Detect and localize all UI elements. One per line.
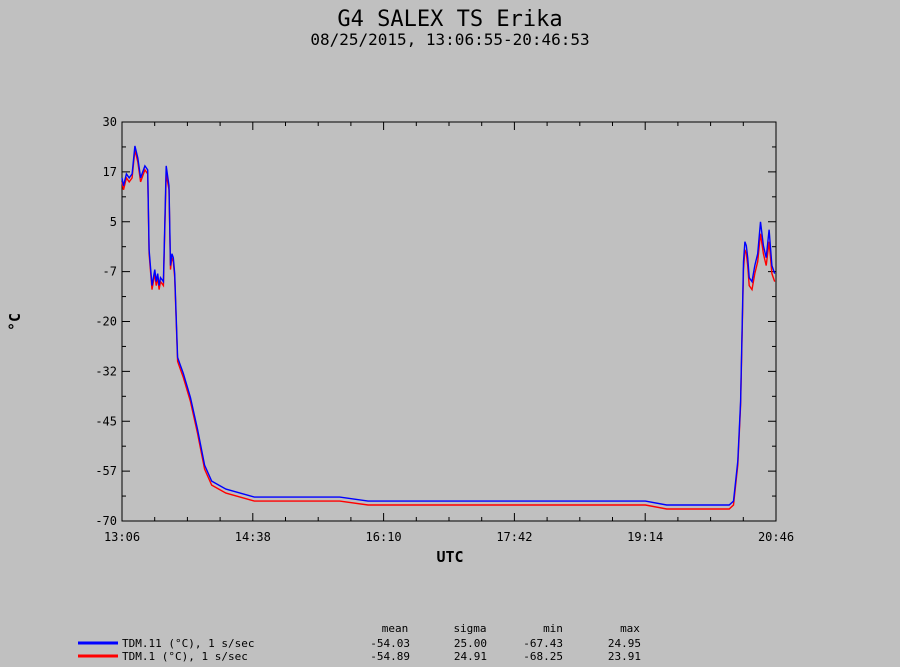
legend: mean sigma min max TDM.11 (°C), 1 s/sec … [78,622,641,663]
plot-frame [121,121,777,522]
stat-header-max: max [620,622,640,635]
stat-max-tdm1: 23.91 [608,650,641,663]
stat-mean-tdm11: -54.03 [370,637,410,650]
stat-sigma-tdm1: 24.91 [454,650,487,663]
chart-title: G4 SALEX TS Erika [337,7,562,32]
legend-label-tdm11: TDM.11 (°C), 1 s/sec [122,637,254,650]
stat-header-sigma: sigma [453,622,486,635]
x-tick-label: 19:14 [627,530,663,544]
x-tick-label: 13:06 [104,530,140,544]
stat-min-tdm11: -67.43 [523,637,563,650]
series-line-tdm1 [121,149,776,510]
y-tick-label: -32 [95,364,117,378]
stat-sigma-tdm11: 25.00 [454,637,487,650]
stat-mean-tdm1: -54.89 [370,650,410,663]
x-tick-label: 14:38 [235,530,271,544]
series-group [121,145,776,510]
x-tick-label: 20:46 [758,530,794,544]
y-tick-label: -20 [95,315,117,329]
y-tick-label: 5 [110,215,117,229]
stat-header-min: min [543,622,563,635]
x-axis-label: UTC [436,548,463,566]
x-tick-label: 17:42 [496,530,532,544]
y-tick-label: -70 [95,514,117,528]
y-tick-label: -7 [103,265,117,279]
legend-label-tdm1: TDM.1 (°C), 1 s/sec [122,650,248,663]
y-tick-label: 30 [103,115,117,129]
axis-ticks: 30 17 5 -7 -20 -32 -45 -57 -70 13:06 14:38 16:10 17:… [95,115,794,544]
x-tick-label: 16:10 [366,530,402,544]
chart-subtitle: 08/25/2015, 13:06:55-20:46:53 [310,30,589,49]
stat-min-tdm1: -68.25 [523,650,563,663]
stat-header-mean: mean [382,622,409,635]
y-tick-label: -45 [95,414,117,428]
stat-max-tdm11: 24.95 [608,637,641,650]
y-axis-label: °C [6,313,24,331]
series-line-tdm11 [121,145,776,506]
y-tick-label: -57 [95,464,117,478]
y-tick-label: 17 [103,165,117,179]
